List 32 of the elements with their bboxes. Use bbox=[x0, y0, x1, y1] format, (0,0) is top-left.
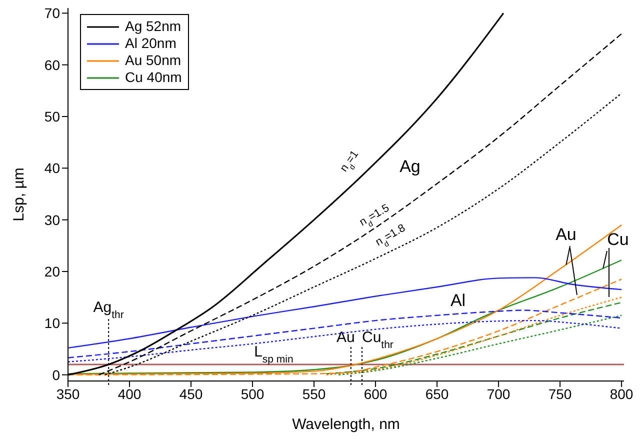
annotation: Cu bbox=[607, 230, 629, 249]
legend-label: Au 50nm bbox=[125, 52, 182, 69]
ref-line-label: Cu$_{thr}$ bbox=[362, 329, 394, 351]
x-tick-label: 550 bbox=[302, 386, 326, 402]
y-tick-label: 10 bbox=[44, 315, 60, 332]
x-tick-label: 350 bbox=[56, 386, 80, 402]
legend-label: Al 20nm bbox=[125, 35, 176, 52]
x-tick-label: 500 bbox=[240, 386, 264, 402]
y-tick-label: 0 bbox=[52, 366, 60, 383]
x-tick-label: 450 bbox=[179, 386, 203, 402]
ref-line-label: L$_{sp min}$ bbox=[254, 343, 294, 366]
legend-label: Ag 52nm bbox=[125, 18, 182, 35]
x-axis-title: Wavelength, nm bbox=[292, 416, 400, 433]
x-tick-label: 650 bbox=[425, 386, 449, 402]
y-tick-label: 50 bbox=[44, 108, 60, 124]
y-tick-label: 20 bbox=[44, 263, 60, 280]
annotation: Au bbox=[556, 225, 576, 244]
y-tick-label: 40 bbox=[44, 160, 60, 176]
x-tick-label: 800 bbox=[610, 386, 634, 402]
y-tick-label: 60 bbox=[44, 56, 60, 73]
ref-line-label: Ag$_{thr}$ bbox=[93, 299, 124, 321]
y-tick-label: 30 bbox=[44, 212, 60, 228]
ref-line-label: Au bbox=[336, 329, 355, 346]
y-axis-title: Lsp, µm bbox=[10, 168, 28, 222]
legend-label: Cu 40nm bbox=[125, 69, 182, 86]
annotation: Al bbox=[450, 291, 466, 310]
annotation: Ag bbox=[400, 157, 420, 176]
x-tick-label: 700 bbox=[486, 386, 510, 402]
y-tick-label: 70 bbox=[44, 5, 60, 22]
x-tick-label: 750 bbox=[548, 386, 572, 402]
x-tick-label: 400 bbox=[118, 386, 142, 402]
x-tick-label: 600 bbox=[364, 386, 388, 402]
